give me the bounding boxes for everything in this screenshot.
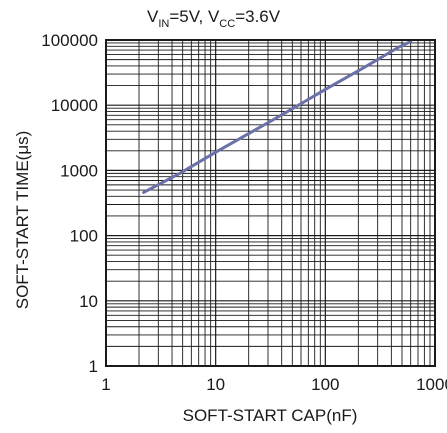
x-tick-labels: 1 10 100 1000 xyxy=(101,375,447,394)
x-tick-label: 1000 xyxy=(416,375,447,394)
series-line xyxy=(142,40,413,194)
grid xyxy=(105,40,435,367)
x-axis-label: SOFT-START CAP(nF) xyxy=(183,406,358,425)
chart-title: VIN=5V, VCC=3.6V xyxy=(147,7,281,30)
y-tick-label: 1000 xyxy=(60,161,98,180)
x-tick-label: 1 xyxy=(101,375,110,394)
y-tick-label: 10 xyxy=(79,292,98,311)
y-tick-label: 10000 xyxy=(51,96,98,115)
x-tick-label: 10 xyxy=(206,375,225,394)
y-tick-label: 100 xyxy=(70,227,98,246)
y-tick-label: 100000 xyxy=(41,31,98,50)
plot-frame xyxy=(105,39,436,367)
series-group xyxy=(142,40,413,194)
y-tick-labels: 1 10 100 1000 10000 100000 xyxy=(41,31,98,376)
y-axis-label: SOFT-START TIME(μs) xyxy=(13,131,32,310)
y-tick-label: 1 xyxy=(89,357,98,376)
x-tick-label: 100 xyxy=(311,375,339,394)
